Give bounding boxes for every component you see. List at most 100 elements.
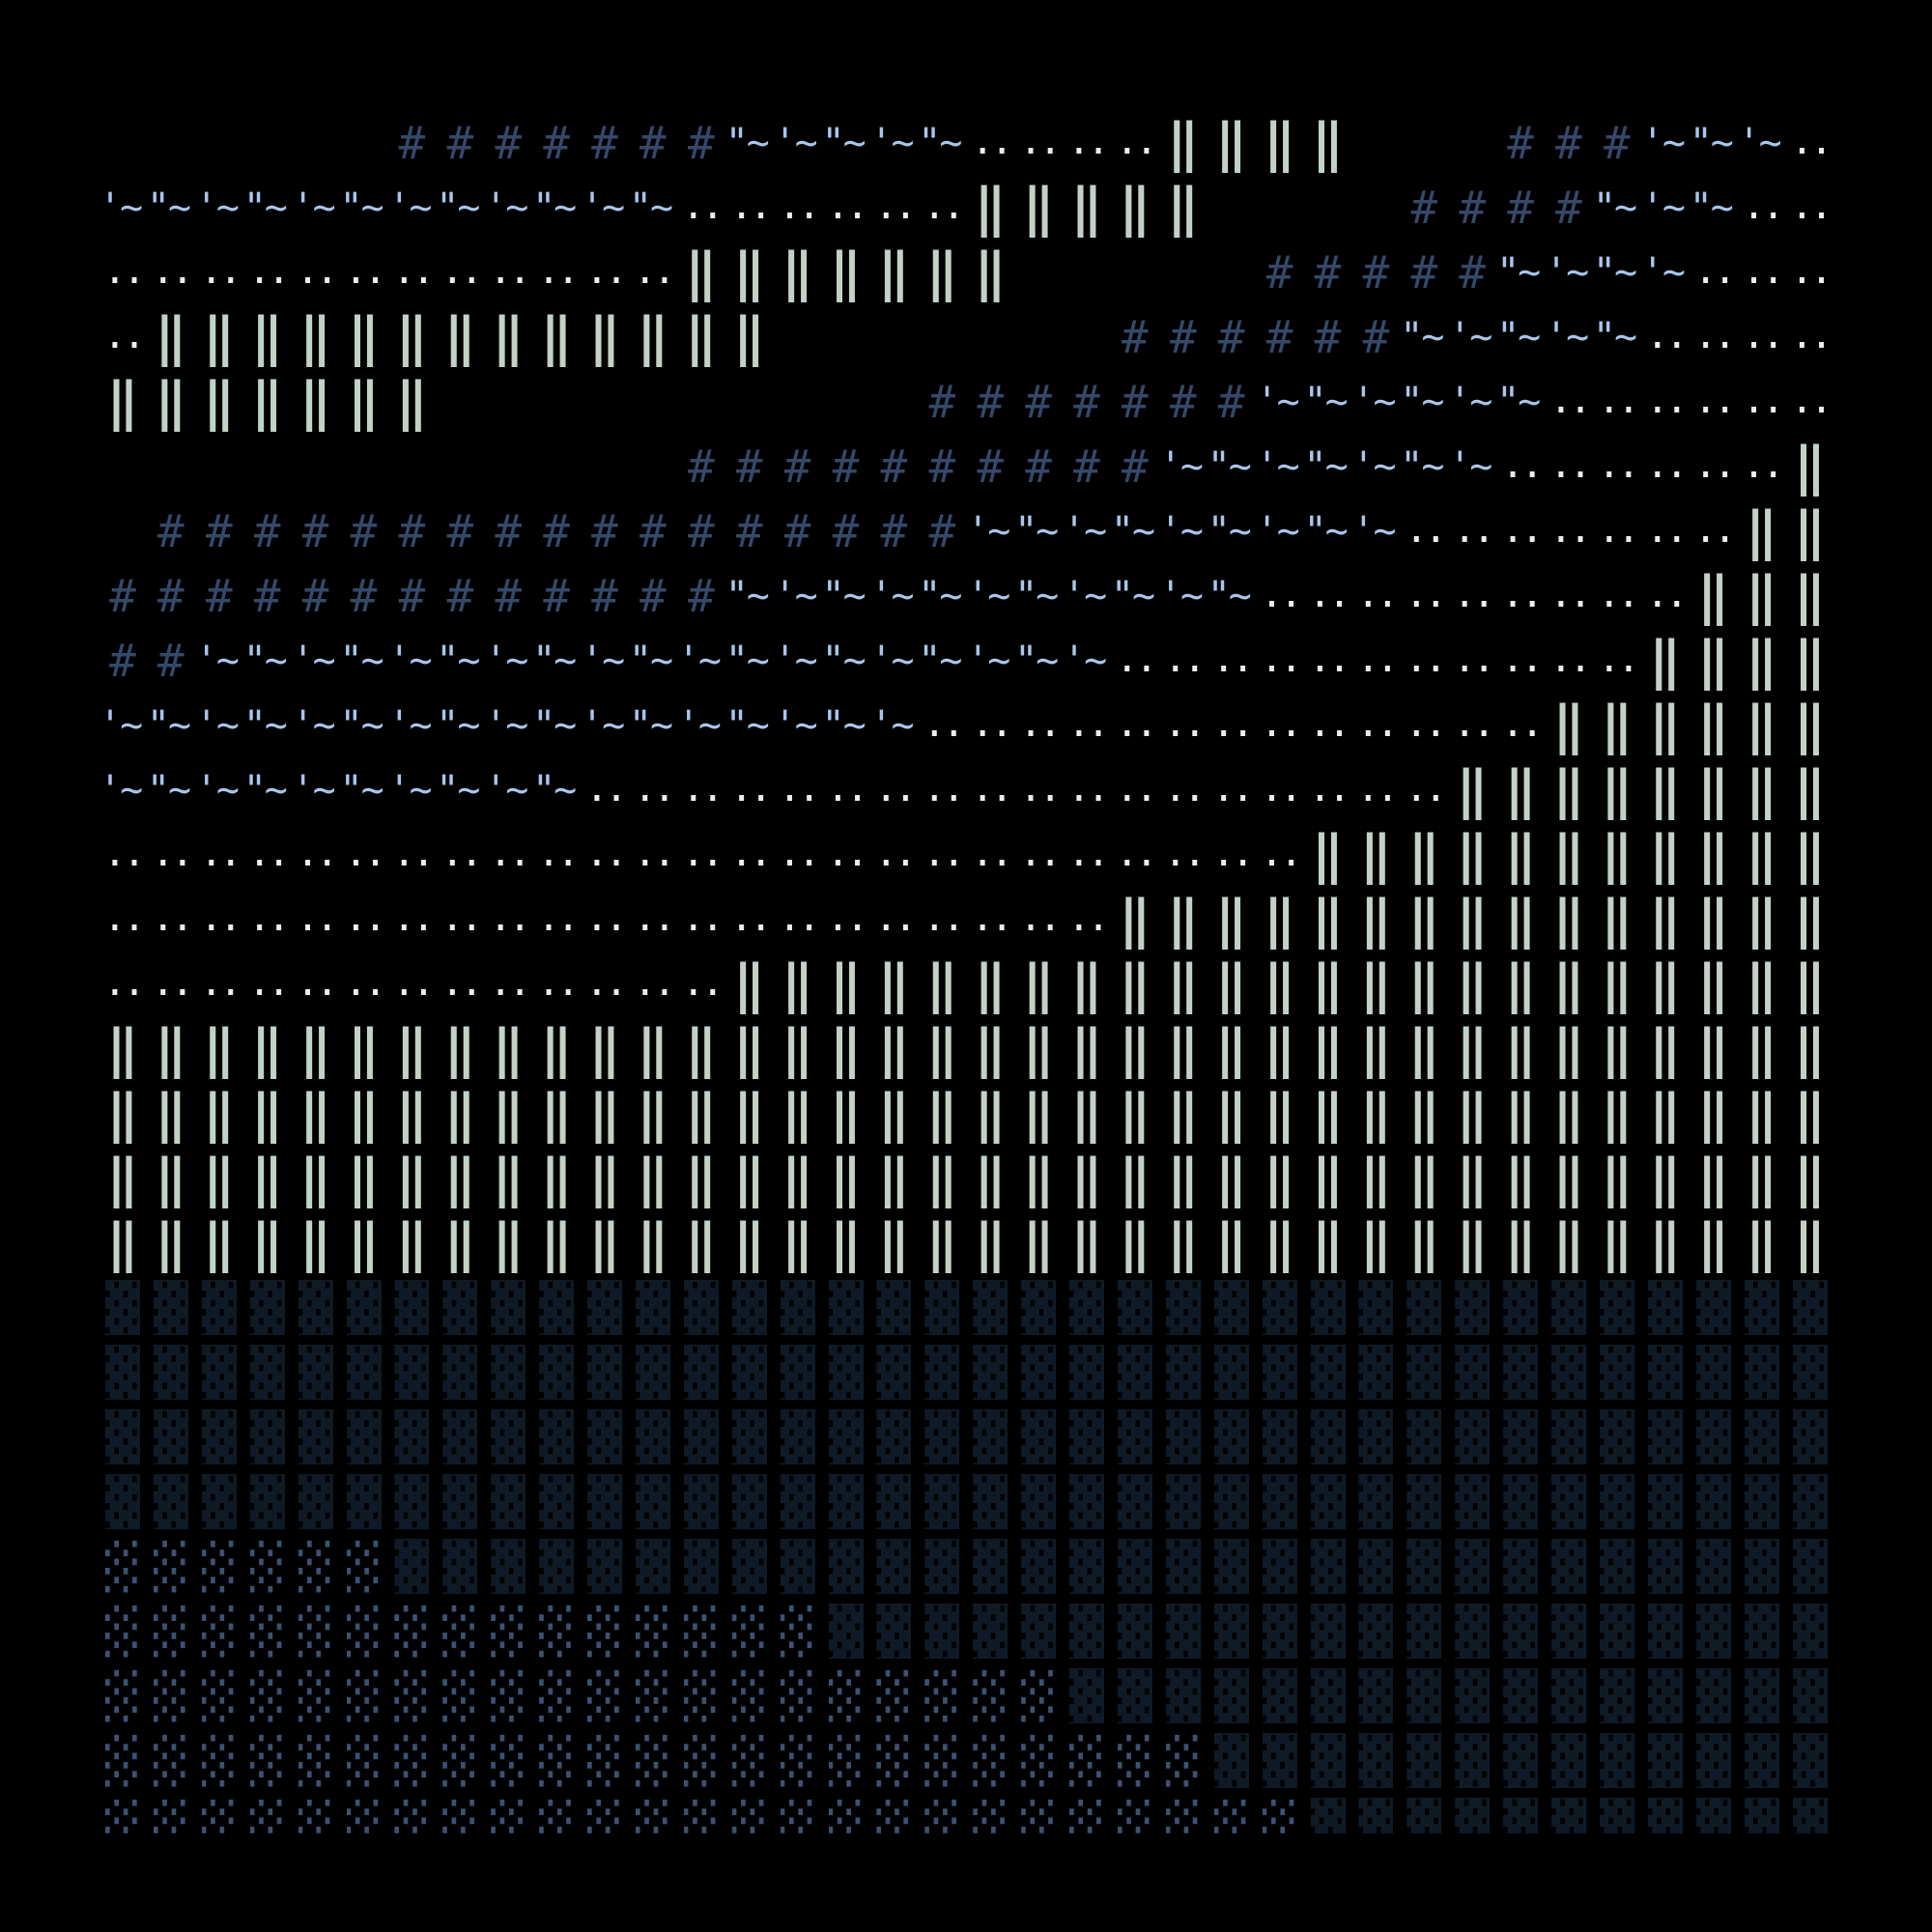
dots-glyph: .. bbox=[923, 895, 965, 940]
hash-glyph: # bbox=[446, 116, 474, 169]
dots-glyph: .. bbox=[1453, 507, 1495, 552]
dots-glyph: .. bbox=[195, 97, 243, 110]
wave-glyph: '~ bbox=[1351, 508, 1396, 554]
dark-shade-block: ▓ bbox=[924, 1409, 960, 1464]
wave-glyph: "~ bbox=[1207, 573, 1252, 618]
double-bar-glyph: ‖ bbox=[588, 1018, 621, 1079]
light-shade-block: ░ bbox=[539, 1668, 575, 1723]
double-bar-glyph: ‖ bbox=[155, 306, 187, 367]
hash-glyph: # bbox=[639, 569, 667, 622]
dots-glyph: .. bbox=[1405, 572, 1447, 616]
double-bar-glyph: ‖ bbox=[540, 1083, 573, 1144]
light-shade-block: ░ bbox=[587, 1668, 622, 1723]
hash-glyph: # bbox=[109, 634, 136, 687]
wave-glyph: "~ bbox=[532, 638, 577, 683]
dots-glyph: .. bbox=[1453, 701, 1495, 746]
dark-shade-block: ▓ bbox=[1599, 1798, 1634, 1833]
double-bar-glyph: ‖ bbox=[1794, 1018, 1826, 1079]
light-shade-block: ░ bbox=[683, 1798, 719, 1833]
double-bar-glyph: ‖ bbox=[1746, 500, 1777, 561]
double-bar-glyph: ‖ bbox=[203, 1212, 236, 1273]
wave-glyph: '~ bbox=[1255, 379, 1300, 424]
dark-shade-block: ▓ bbox=[1695, 1280, 1731, 1335]
dots-glyph: .. bbox=[1208, 97, 1256, 110]
double-bar-glyph: ‖ bbox=[1601, 1212, 1634, 1273]
dark-shade-block: ▓ bbox=[539, 1474, 575, 1529]
double-bar-glyph: ‖ bbox=[1215, 1148, 1247, 1208]
double-bar-glyph: ‖ bbox=[1070, 177, 1103, 238]
dots-glyph: .. bbox=[392, 248, 435, 293]
wave-glyph: "~ bbox=[1496, 249, 1541, 295]
dots-glyph: .. bbox=[1790, 184, 1833, 228]
dots-glyph: .. bbox=[584, 766, 628, 810]
double-bar-glyph: ‖ bbox=[1360, 1148, 1392, 1208]
double-bar-glyph: ‖ bbox=[1552, 824, 1585, 885]
light-shade-block: ░ bbox=[1262, 1798, 1297, 1833]
wave-glyph: '~ bbox=[581, 185, 625, 230]
double-bar-glyph: ‖ bbox=[1456, 759, 1489, 820]
dots-glyph: .. bbox=[1548, 378, 1592, 422]
dots-glyph: .. bbox=[392, 960, 435, 1005]
dark-shade-block: ▓ bbox=[1069, 1668, 1104, 1723]
double-bar-glyph: ‖ bbox=[1697, 630, 1729, 691]
dark-shade-block: ▓ bbox=[1262, 1604, 1297, 1659]
light-shade-block: ░ bbox=[973, 1798, 1009, 1833]
dark-shade-block: ▓ bbox=[491, 1409, 526, 1464]
dark-shade-block: ▓ bbox=[924, 1474, 960, 1529]
wave-glyph: '~ bbox=[1158, 443, 1204, 489]
hash-glyph: # bbox=[928, 375, 956, 428]
wave-glyph: "~ bbox=[436, 767, 480, 812]
dark-shade-block: ▓ bbox=[828, 1474, 864, 1529]
wave-glyph: "~ bbox=[1400, 314, 1444, 359]
hash-glyph: # bbox=[543, 569, 570, 622]
double-bar-glyph: ‖ bbox=[1746, 695, 1777, 755]
double-bar-glyph: ‖ bbox=[1794, 436, 1826, 497]
dark-shade-block: ▓ bbox=[1213, 1539, 1249, 1594]
double-bar-glyph: ‖ bbox=[1167, 889, 1200, 950]
dark-shade-block: ▓ bbox=[635, 1539, 670, 1594]
dark-shade-block: ▓ bbox=[1262, 1280, 1297, 1335]
dots-glyph: .. bbox=[633, 895, 676, 940]
light-shade-block: ░ bbox=[780, 1798, 815, 1833]
double-bar-glyph: ‖ bbox=[1456, 1212, 1489, 1273]
wave-glyph: '~ bbox=[194, 767, 240, 812]
hash-glyph: # bbox=[205, 504, 233, 557]
dark-shade-block: ▓ bbox=[973, 1539, 1009, 1594]
hash-glyph: # bbox=[687, 569, 715, 622]
double-bar-glyph: ‖ bbox=[685, 1148, 718, 1208]
hash-glyph: # bbox=[543, 116, 570, 169]
double-bar-glyph: ‖ bbox=[733, 242, 765, 302]
dots-glyph: .. bbox=[1597, 442, 1640, 487]
dark-shade-block: ▓ bbox=[201, 1409, 237, 1464]
dark-shade-block: ▓ bbox=[1358, 1474, 1394, 1529]
dark-shade-block: ▓ bbox=[1310, 1798, 1346, 1833]
hash-glyph: # bbox=[301, 504, 329, 557]
dots-glyph: .. bbox=[344, 960, 386, 1005]
dark-shade-block: ▓ bbox=[683, 1280, 719, 1335]
dots-glyph: .. bbox=[292, 97, 340, 110]
double-bar-glyph: ‖ bbox=[1167, 177, 1200, 238]
wave-glyph: "~ bbox=[1400, 443, 1444, 489]
light-shade-block: ░ bbox=[635, 1798, 670, 1833]
hash-glyph: # bbox=[735, 504, 763, 557]
dark-shade-block: ▓ bbox=[1647, 1668, 1683, 1723]
dark-shade-block: ▓ bbox=[1117, 1668, 1152, 1723]
dark-shade-block: ▓ bbox=[1117, 1345, 1152, 1400]
wave-glyph: '~ bbox=[1640, 249, 1686, 295]
dark-shade-block: ▓ bbox=[1262, 1474, 1297, 1529]
double-bar-glyph: ‖ bbox=[830, 1083, 862, 1144]
light-shade-block: ░ bbox=[105, 1604, 140, 1659]
dark-shade-block: ▓ bbox=[1406, 1474, 1442, 1529]
dark-shade-block: ▓ bbox=[731, 1345, 767, 1400]
light-shade-block: ░ bbox=[249, 1668, 285, 1723]
double-bar-glyph: ‖ bbox=[830, 1148, 862, 1208]
light-shade-block: ░ bbox=[153, 1798, 188, 1833]
dots-glyph: .. bbox=[1742, 313, 1785, 357]
hash-glyph: # bbox=[1604, 116, 1631, 169]
wave-glyph: '~ bbox=[484, 185, 528, 230]
wave-glyph: '~ bbox=[966, 638, 1010, 683]
dots-glyph: .. bbox=[199, 248, 242, 293]
dark-shade-block: ▓ bbox=[105, 1345, 140, 1400]
dark-shade-block: ▓ bbox=[1165, 1474, 1201, 1529]
wave-glyph: '~ bbox=[676, 702, 722, 748]
